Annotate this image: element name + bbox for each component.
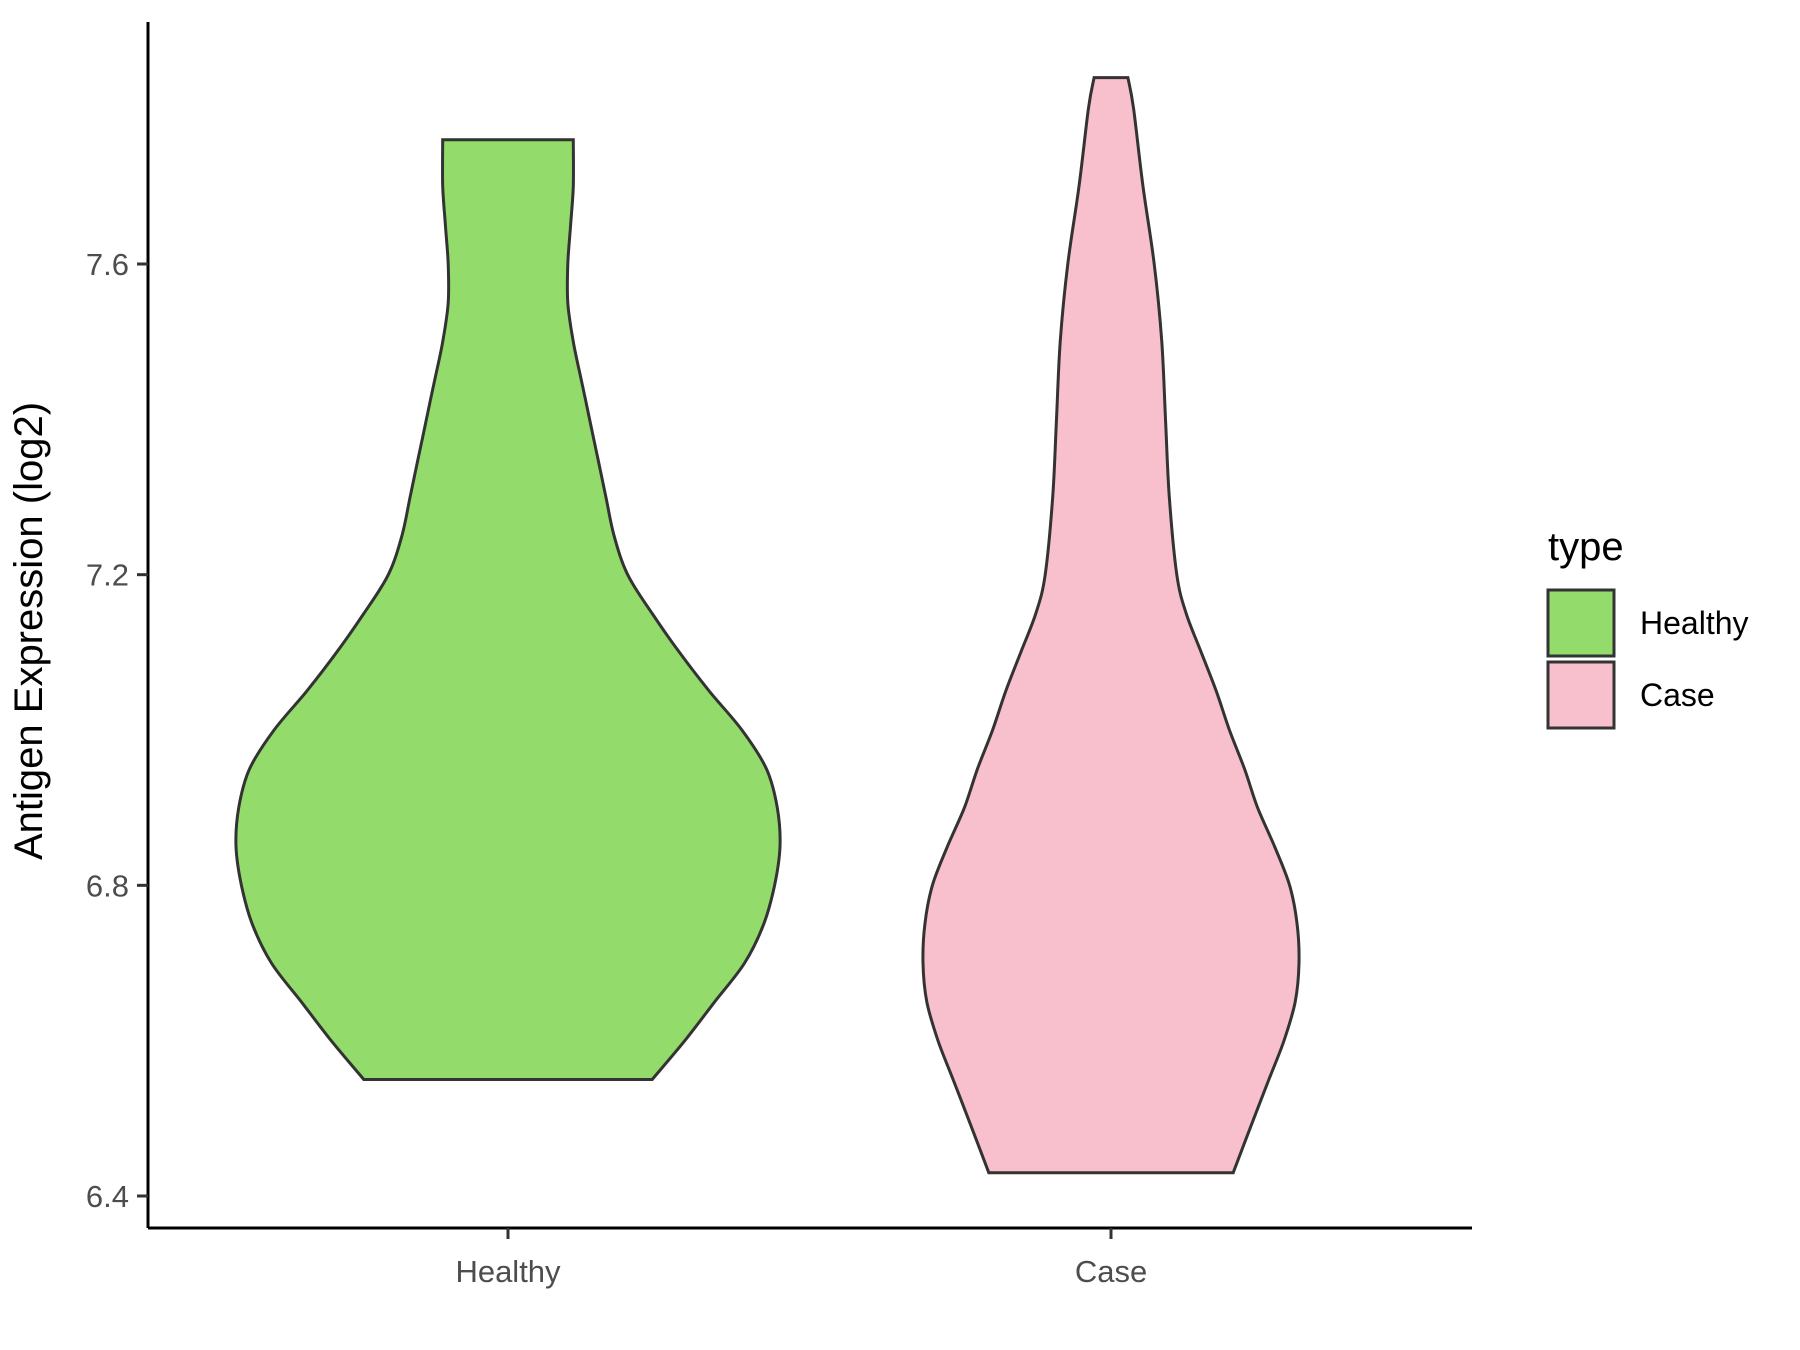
legend-key-healthy <box>1546 588 1616 658</box>
legend: type Healthy Case <box>1546 525 1749 730</box>
legend-label-healthy: Healthy <box>1640 605 1749 641</box>
y-tick-label: 6.8 <box>86 868 129 903</box>
x-tick-label: Case <box>1075 1254 1147 1289</box>
y-tick-label: 7.2 <box>86 558 129 593</box>
y-axis-title: Antigen Expression (log2) <box>7 402 51 860</box>
y-tick-label: 6.4 <box>86 1179 129 1214</box>
legend-key-case <box>1546 660 1616 730</box>
plot-area <box>234 76 1301 1175</box>
legend-title: type <box>1548 525 1624 569</box>
y-ticks: 6.4 6.8 7.2 7.6 <box>86 247 148 1214</box>
violin-healthy <box>234 138 782 1081</box>
x-tick-label: Healthy <box>455 1254 561 1289</box>
x-ticks: Healthy Case <box>455 1228 1147 1289</box>
axes <box>146 22 1472 1230</box>
violin-case <box>921 76 1301 1175</box>
legend-label-case: Case <box>1640 677 1715 713</box>
y-tick-label: 7.6 <box>86 247 129 282</box>
